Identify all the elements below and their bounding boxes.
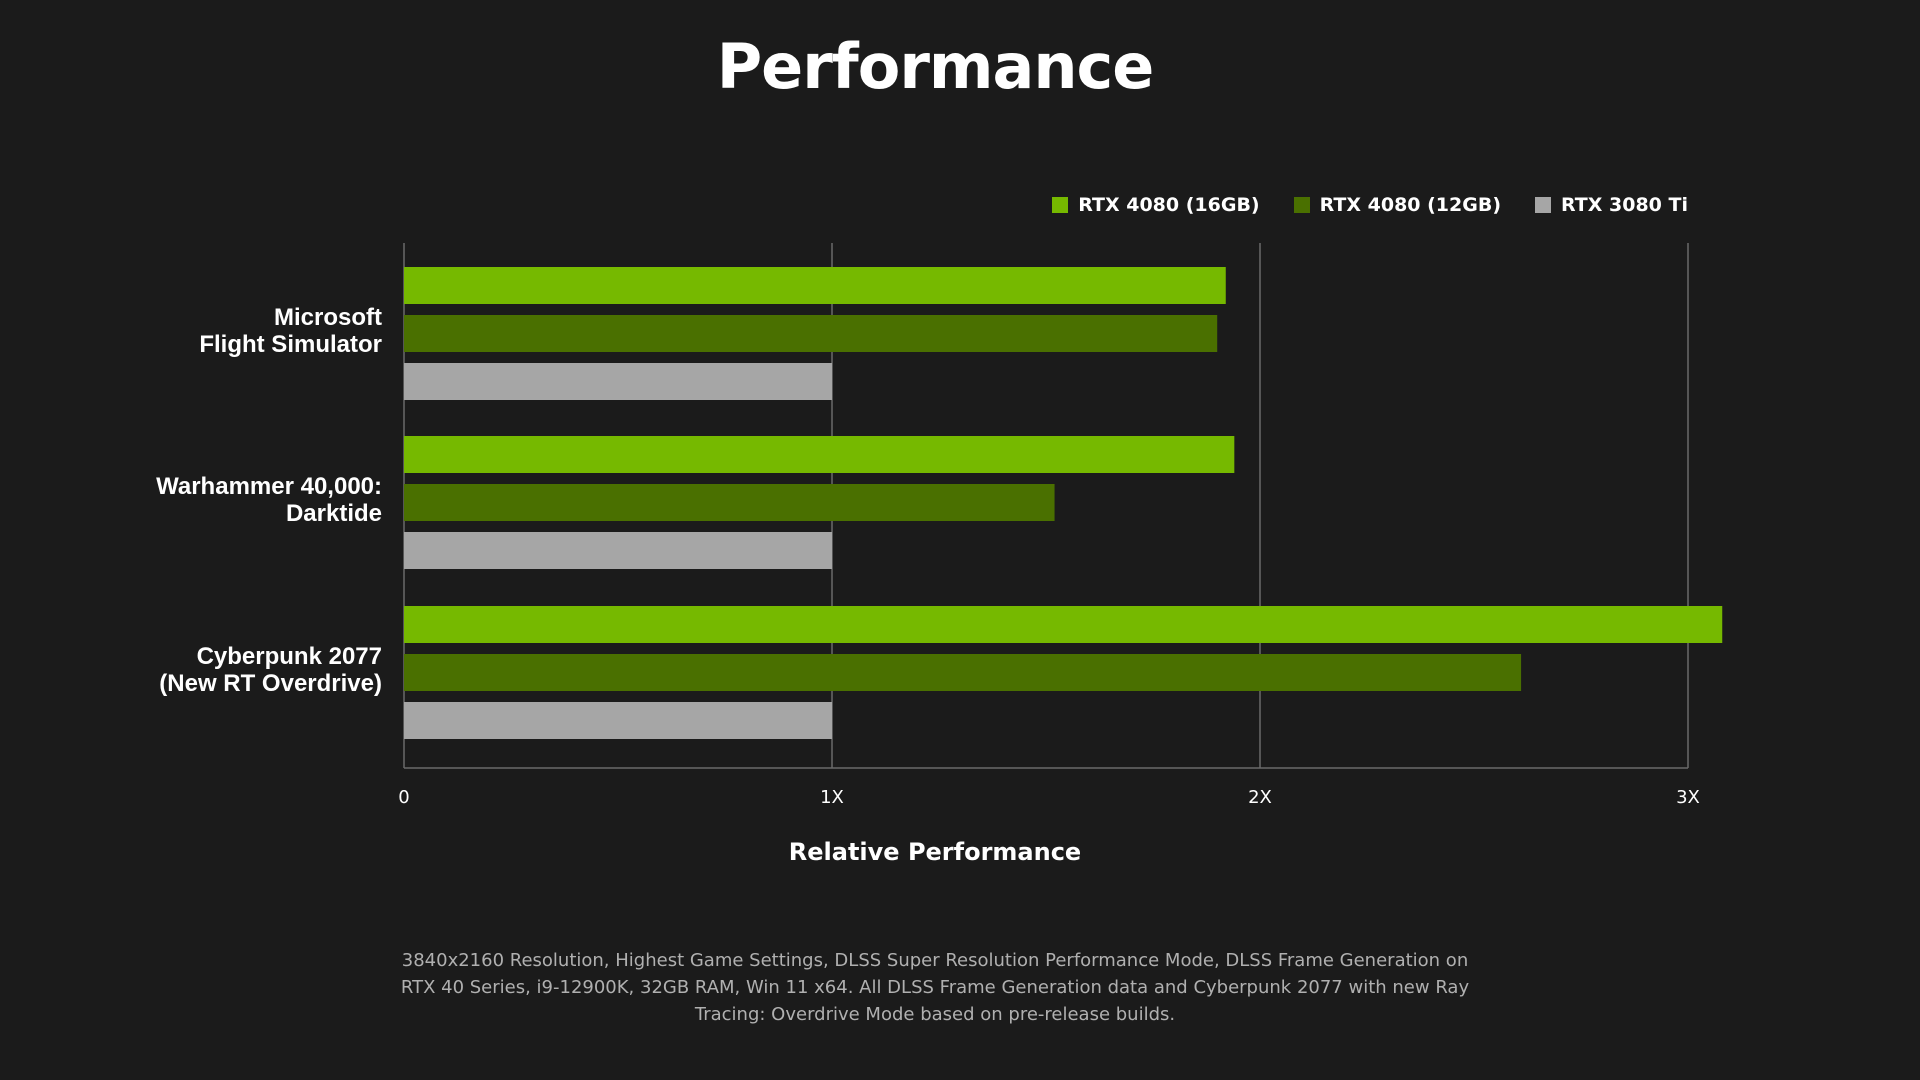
legend-label-2: RTX 4080 (12GB) <box>1319 194 1502 216</box>
legend-item-2: RTX 4080 (12GB) <box>1293 194 1502 216</box>
x-tick-label-0: 0 <box>398 787 409 808</box>
category-label-1-line-2: Flight Simulator <box>199 331 382 358</box>
chart-title: Performance <box>716 30 1155 103</box>
bar-2-1 <box>404 436 1235 473</box>
category-label-2-line-2: Darktide <box>286 500 382 527</box>
category-label-2-line-1: Warhammer 40,000: <box>156 473 382 500</box>
legend-swatch-1 <box>1052 197 1069 213</box>
legend: RTX 4080 (16GB) RTX 4080 (12GB) RTX 3080 T… <box>1052 194 1688 216</box>
bar-1-2 <box>404 315 1218 352</box>
bar-1-1 <box>404 267 1226 304</box>
bar-3-1 <box>404 606 1723 643</box>
bar-3-3 <box>404 702 832 739</box>
bar-2-3 <box>404 532 832 569</box>
footnote: 3840x2160 Resolution, Highest Game Setti… <box>400 950 1470 1025</box>
x-tick-label-3X: 3X <box>1676 787 1700 808</box>
legend-label-3: RTX 3080 Ti <box>1561 194 1688 216</box>
category-label-3-line-1: Cyberpunk 2077 <box>197 643 382 670</box>
legend-item-3: RTX 3080 Ti <box>1535 194 1688 216</box>
legend-item-1: RTX 4080 (16GB) <box>1052 194 1260 216</box>
bar-1-3 <box>404 363 832 400</box>
legend-swatch-3 <box>1535 197 1552 213</box>
bar-2-2 <box>404 484 1055 521</box>
legend-label-1: RTX 4080 (16GB) <box>1078 194 1260 216</box>
bar-3-2 <box>404 654 1522 691</box>
category-label-3-line-2: (New RT Overdrive) <box>159 670 382 697</box>
x-tick-label-2X: 2X <box>1248 787 1272 808</box>
legend-swatch-2 <box>1293 197 1310 213</box>
x-axis-label: Relative Performance <box>788 838 1082 866</box>
category-label-1-line-1: Microsoft <box>274 304 382 331</box>
x-tick-label-1X: 1X <box>820 787 844 808</box>
